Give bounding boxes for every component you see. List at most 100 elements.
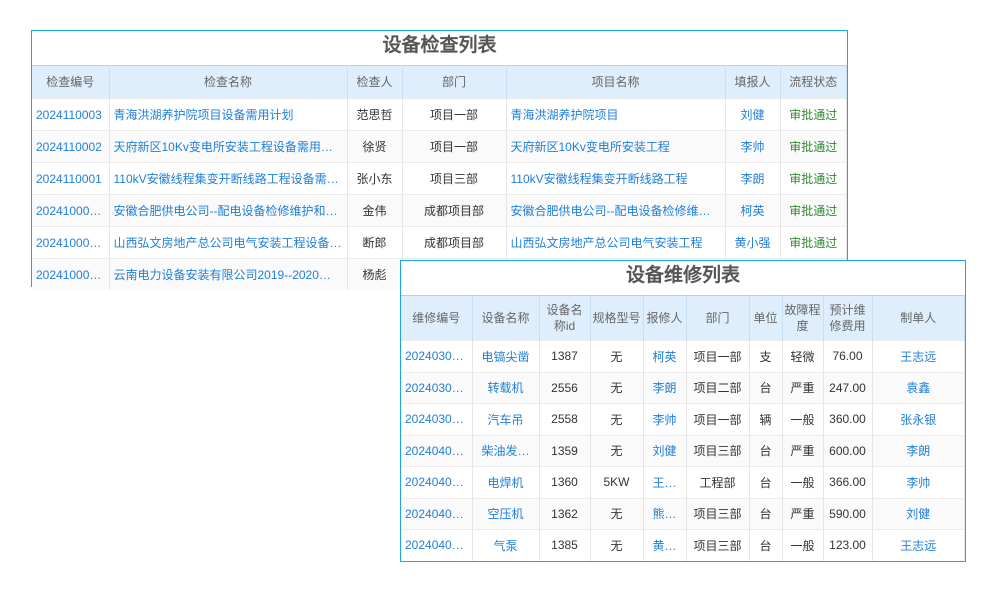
- inspection-column-header[interactable]: 部门: [402, 65, 507, 99]
- repair-cell[interactable]: 2024040003: [401, 497, 473, 530]
- repair-cell[interactable]: 王志远: [872, 529, 965, 561]
- repair-cell: 600.00: [823, 434, 873, 467]
- inspection-cell[interactable]: 20241000…: [32, 226, 110, 259]
- repair-cell: 严重: [782, 497, 824, 530]
- repair-cell: 台: [749, 529, 783, 561]
- repair-cell: 590.00: [823, 497, 873, 530]
- inspection-column-header[interactable]: 检查人: [347, 65, 403, 99]
- inspection-cell[interactable]: 黄小强: [725, 226, 781, 259]
- inspection-column-header[interactable]: 项目名称: [506, 65, 726, 99]
- repair-cell: 台: [749, 497, 783, 530]
- inspection-cell[interactable]: 天府新区10Kv变电所安装工程设备需用计划: [109, 130, 348, 163]
- repair-column-header[interactable]: 规格型号: [590, 295, 644, 341]
- repair-column-header[interactable]: 设备名称: [472, 295, 540, 341]
- inspection-cell: 范思哲: [347, 98, 403, 131]
- repair-cell[interactable]: 2024040002: [401, 466, 473, 498]
- repair-cell[interactable]: 李朗: [872, 434, 965, 467]
- inspection-cell: 张小东: [347, 162, 403, 195]
- inspection-cell[interactable]: 20241000…: [32, 194, 110, 227]
- repair-column-header[interactable]: 故障程度: [782, 295, 824, 341]
- inspection-table-row[interactable]: 2024110001 110kV安徽线程集变开断线路工程设备需… 张小东 项目三部 11…: [32, 162, 847, 195]
- repair-column-header[interactable]: 设备名称id: [539, 295, 591, 341]
- repair-cell: 无: [590, 529, 644, 561]
- repair-cell: 严重: [782, 434, 824, 467]
- repair-column-header[interactable]: 单位: [749, 295, 783, 341]
- inspection-cell[interactable]: 柯英: [725, 194, 781, 227]
- inspection-cell[interactable]: 20241000…: [32, 258, 110, 290]
- repair-cell[interactable]: 熊…: [643, 497, 687, 530]
- inspection-table-row[interactable]: 20241000… 山西弘文房地产总公司电气安装工程设备… 断郎 成都项目部 山西弘文房…: [32, 226, 847, 259]
- inspection-cell[interactable]: 云南电力设备安装有限公司2019--2020年…: [109, 258, 348, 290]
- repair-cell[interactable]: 王志远: [872, 340, 965, 372]
- repair-cell[interactable]: 电焊机: [472, 466, 540, 498]
- repair-cell[interactable]: 电镐尖凿: [472, 340, 540, 372]
- inspection-cell[interactable]: 青海洪湖养护院项目设备需用计划: [109, 98, 348, 131]
- repair-cell[interactable]: 2024030001: [401, 340, 473, 372]
- repair-cell[interactable]: 黄…: [643, 529, 687, 561]
- inspection-table-row[interactable]: 20241000… 安徽合肥供电公司--配电设备检修维护和… 金伟 成都项目部 安徽合肥…: [32, 194, 847, 227]
- repair-table-row[interactable]: 2024030001 电镐尖凿 1387 无柯英 项目一部支轻微 76.00 王志远: [401, 340, 965, 372]
- repair-cell: 360.00: [823, 403, 873, 435]
- repair-cell[interactable]: 转载机: [472, 371, 540, 404]
- repair-cell[interactable]: 李帅: [872, 466, 965, 498]
- inspection-cell[interactable]: 110kV安徽线程集变开断线路工程: [506, 162, 726, 195]
- inspection-cell[interactable]: 李帅: [725, 130, 781, 163]
- inspection-cell[interactable]: 2024110001: [32, 162, 110, 195]
- inspection-table-row[interactable]: 2024110003 青海洪湖养护院项目设备需用计划 范思哲 项目一部 青海洪湖养护院项…: [32, 98, 847, 131]
- inspection-cell[interactable]: 安徽合肥供电公司--配电设备检修维护和…: [109, 194, 348, 227]
- inspection-cell[interactable]: 刘健: [725, 98, 781, 131]
- repair-cell[interactable]: 2024030002: [401, 371, 473, 404]
- inspection-column-header[interactable]: 检查编号: [32, 65, 110, 99]
- repair-column-header[interactable]: 报修人: [643, 295, 687, 341]
- repair-cell: 一般: [782, 529, 824, 561]
- repair-table-row[interactable]: 2024030003 汽车吊 2558 无李帅 项目一部辆一般 360.00 张永银: [401, 403, 965, 435]
- repair-cell[interactable]: 李帅: [643, 403, 687, 435]
- repair-cell: 1360: [539, 466, 591, 498]
- repair-cell[interactable]: 李朗: [643, 371, 687, 404]
- inspection-cell[interactable]: 2024110002: [32, 130, 110, 163]
- repair-table-row[interactable]: 2024030002 转载机 2556 无李朗 项目二部台严重 247.00 袁鑫: [401, 371, 965, 404]
- inspection-column-header[interactable]: 填报人: [725, 65, 781, 99]
- inspection-cell[interactable]: 李朗: [725, 162, 781, 195]
- inspection-column-header[interactable]: 检查名称: [109, 65, 348, 99]
- inspection-cell[interactable]: 110kV安徽线程集变开断线路工程设备需…: [109, 162, 348, 195]
- inspection-cell[interactable]: 2024110003: [32, 98, 110, 131]
- repair-cell[interactable]: 刘健: [872, 497, 965, 530]
- repair-table-row[interactable]: 2024040004 气泵 1385 无黄… 项目三部台一般 123.00 王志远: [401, 529, 965, 561]
- inspection-cell[interactable]: 青海洪湖养护院项目: [506, 98, 726, 131]
- repair-cell[interactable]: 柯英: [643, 340, 687, 372]
- repair-cell[interactable]: 张永银: [872, 403, 965, 435]
- repair-cell[interactable]: 空压机: [472, 497, 540, 530]
- repair-cell[interactable]: 2024040004: [401, 529, 473, 561]
- repair-cell[interactable]: 柴油发…: [472, 434, 540, 467]
- inspection-cell[interactable]: 安徽合肥供电公司--配电设备检修维护…: [506, 194, 726, 227]
- repair-column-header[interactable]: 预计维修费用: [823, 295, 873, 341]
- repair-cell: 2558: [539, 403, 591, 435]
- inspection-cell: 项目一部: [402, 98, 507, 131]
- inspection-table-row[interactable]: 2024110002 天府新区10Kv变电所安装工程设备需用计划 徐贤 项目一部 天府新…: [32, 130, 847, 163]
- inspection-cell[interactable]: 山西弘文房地产总公司电气安装工程: [506, 226, 726, 259]
- repair-cell[interactable]: 气泵: [472, 529, 540, 561]
- inspection-cell: 杨彪: [347, 258, 403, 290]
- inspection-cell: 成都项目部: [402, 226, 507, 259]
- repair-cell[interactable]: 袁鑫: [872, 371, 965, 404]
- repair-table-row[interactable]: 2024040003 空压机 1362 无熊… 项目三部台严重 590.00 刘健: [401, 497, 965, 530]
- repair-cell: 项目三部: [686, 434, 750, 467]
- inspection-cell: 审批通过: [780, 194, 847, 227]
- repair-table-row[interactable]: 2024040001 柴油发… 1359 无刘健 项目三部台严重 600.00 李朗: [401, 434, 965, 467]
- inspection-cell[interactable]: 山西弘文房地产总公司电气安装工程设备…: [109, 226, 348, 259]
- repair-column-header[interactable]: 部门: [686, 295, 750, 341]
- repair-cell: 1387: [539, 340, 591, 372]
- repair-cell[interactable]: 王…: [643, 466, 687, 498]
- repair-column-header[interactable]: 维修编号: [401, 295, 473, 341]
- repair-cell[interactable]: 刘健: [643, 434, 687, 467]
- repair-table-row[interactable]: 2024040002 电焊机 1360 5KW 王… 工程部台一般 366.00 李帅: [401, 466, 965, 498]
- repair-cell[interactable]: 汽车吊: [472, 403, 540, 435]
- repair-cell: 台: [749, 434, 783, 467]
- repair-cell[interactable]: 2024030003: [401, 403, 473, 435]
- repair-cell: 247.00: [823, 371, 873, 404]
- inspection-column-header[interactable]: 流程状态: [780, 65, 847, 99]
- inspection-cell[interactable]: 天府新区10Kv变电所安装工程: [506, 130, 726, 163]
- repair-column-header[interactable]: 制单人: [872, 295, 965, 341]
- repair-cell[interactable]: 2024040001: [401, 434, 473, 467]
